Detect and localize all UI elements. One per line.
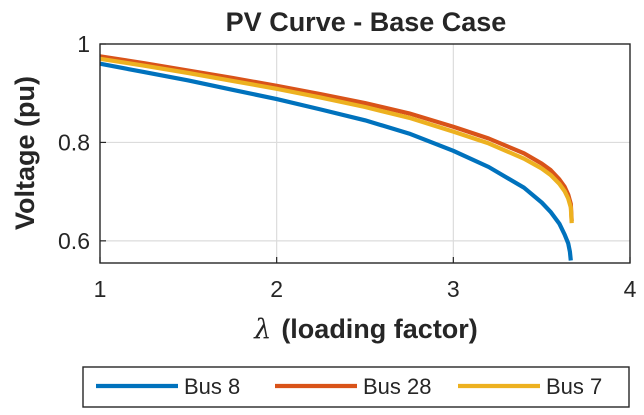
x-axis-label: (loading factor)	[281, 314, 478, 344]
x-axis-label-group: λ (loading factor)	[253, 314, 478, 345]
legend: Bus 8 Bus 28 Bus 7	[82, 366, 630, 408]
chart-title: PV Curve - Base Case	[226, 7, 507, 37]
y-axis-label: Voltage (pu)	[10, 76, 40, 230]
legend-label: Bus 8	[184, 374, 240, 399]
x-axis-label-symbol: λ	[253, 314, 271, 345]
y-tick-label: 0.6	[58, 228, 90, 254]
grid-lines	[100, 44, 630, 263]
tick-group: 1 2 3 4 0.6 0.8 1	[58, 31, 637, 302]
series-line-bus-7	[99, 56, 574, 224]
y-tick-label: 1	[77, 31, 90, 57]
y-tick-label: 0.8	[58, 129, 90, 155]
legend-label: Bus 28	[363, 374, 432, 399]
x-tick-label: 1	[94, 276, 107, 302]
series-line-bus-8	[99, 61, 573, 261]
legend-label: Bus 7	[546, 374, 602, 399]
series-group	[99, 54, 574, 261]
x-tick-label: 3	[447, 276, 460, 302]
legend-items: Bus 8 Bus 28 Bus 7	[96, 374, 602, 399]
x-tick-label: 4	[624, 276, 637, 302]
series-line-bus-28	[99, 54, 574, 222]
axes-box	[99, 43, 631, 264]
x-tick-label: 2	[270, 276, 283, 302]
